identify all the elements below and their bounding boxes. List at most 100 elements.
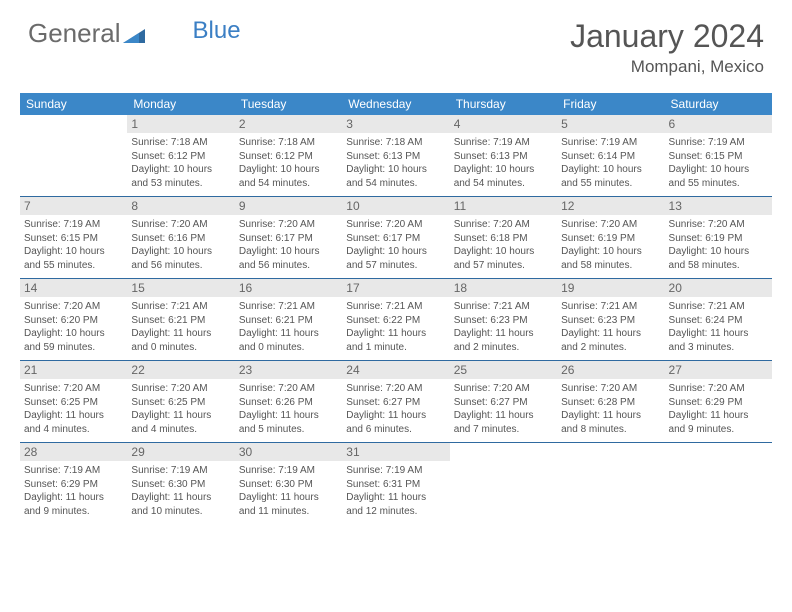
day-number: 27 xyxy=(665,361,772,379)
day-line-dl2: and 12 minutes. xyxy=(346,505,445,519)
calendar-row: 28Sunrise: 7:19 AMSunset: 6:29 PMDayligh… xyxy=(20,443,772,525)
day-number: 30 xyxy=(235,443,342,461)
day-line-dl1: Daylight: 10 hours xyxy=(346,163,445,177)
logo-text-blue: Blue xyxy=(193,17,241,45)
day-line-set: Sunset: 6:21 PM xyxy=(131,314,230,328)
day-number: 29 xyxy=(127,443,234,461)
day-number: 16 xyxy=(235,279,342,297)
day-number: 24 xyxy=(342,361,449,379)
calendar-cell: 25Sunrise: 7:20 AMSunset: 6:27 PMDayligh… xyxy=(450,361,557,443)
day-body: Sunrise: 7:21 AMSunset: 6:21 PMDaylight:… xyxy=(235,297,342,360)
day-line-dl2: and 57 minutes. xyxy=(346,259,445,273)
dow-header: Monday xyxy=(127,93,234,115)
day-line-set: Sunset: 6:20 PM xyxy=(24,314,123,328)
day-line-dl2: and 54 minutes. xyxy=(346,177,445,191)
day-line-dl2: and 54 minutes. xyxy=(454,177,553,191)
day-line-dl1: Daylight: 10 hours xyxy=(239,245,338,259)
month-title: January 2024 xyxy=(570,18,764,55)
day-body: Sunrise: 7:18 AMSunset: 6:13 PMDaylight:… xyxy=(342,133,449,196)
calendar-cell: 31Sunrise: 7:19 AMSunset: 6:31 PMDayligh… xyxy=(342,443,449,525)
day-line-dl2: and 8 minutes. xyxy=(561,423,660,437)
day-number: 11 xyxy=(450,197,557,215)
day-body: Sunrise: 7:20 AMSunset: 6:19 PMDaylight:… xyxy=(665,215,772,278)
day-number: 14 xyxy=(20,279,127,297)
day-line-dl1: Daylight: 11 hours xyxy=(669,409,768,423)
calendar-cell xyxy=(20,115,127,197)
day-line-rise: Sunrise: 7:20 AM xyxy=(239,382,338,396)
day-line-set: Sunset: 6:23 PM xyxy=(561,314,660,328)
day-body: Sunrise: 7:19 AMSunset: 6:15 PMDaylight:… xyxy=(665,133,772,196)
day-line-dl2: and 2 minutes. xyxy=(454,341,553,355)
day-line-rise: Sunrise: 7:20 AM xyxy=(346,218,445,232)
day-line-dl2: and 3 minutes. xyxy=(669,341,768,355)
calendar-body: 1Sunrise: 7:18 AMSunset: 6:12 PMDaylight… xyxy=(20,115,772,524)
day-line-dl1: Daylight: 11 hours xyxy=(561,409,660,423)
day-number: 31 xyxy=(342,443,449,461)
day-body: Sunrise: 7:20 AMSunset: 6:17 PMDaylight:… xyxy=(235,215,342,278)
day-body: Sunrise: 7:20 AMSunset: 6:20 PMDaylight:… xyxy=(20,297,127,360)
title-block: January 2024 Mompani, Mexico xyxy=(570,18,764,77)
day-line-dl1: Daylight: 11 hours xyxy=(24,409,123,423)
day-line-set: Sunset: 6:19 PM xyxy=(669,232,768,246)
day-line-dl2: and 4 minutes. xyxy=(131,423,230,437)
day-line-set: Sunset: 6:25 PM xyxy=(24,396,123,410)
day-body: Sunrise: 7:20 AMSunset: 6:27 PMDaylight:… xyxy=(450,379,557,442)
day-number: 8 xyxy=(127,197,234,215)
day-line-rise: Sunrise: 7:21 AM xyxy=(239,300,338,314)
calendar-row: 21Sunrise: 7:20 AMSunset: 6:25 PMDayligh… xyxy=(20,361,772,443)
day-number: 25 xyxy=(450,361,557,379)
calendar-cell: 4Sunrise: 7:19 AMSunset: 6:13 PMDaylight… xyxy=(450,115,557,197)
day-line-dl2: and 10 minutes. xyxy=(131,505,230,519)
day-number: 21 xyxy=(20,361,127,379)
day-line-dl2: and 4 minutes. xyxy=(24,423,123,437)
calendar-cell: 21Sunrise: 7:20 AMSunset: 6:25 PMDayligh… xyxy=(20,361,127,443)
day-line-dl2: and 57 minutes. xyxy=(454,259,553,273)
day-body: Sunrise: 7:20 AMSunset: 6:25 PMDaylight:… xyxy=(127,379,234,442)
day-line-rise: Sunrise: 7:20 AM xyxy=(669,218,768,232)
calendar-cell: 14Sunrise: 7:20 AMSunset: 6:20 PMDayligh… xyxy=(20,279,127,361)
day-line-dl1: Daylight: 11 hours xyxy=(239,409,338,423)
day-body: Sunrise: 7:20 AMSunset: 6:25 PMDaylight:… xyxy=(20,379,127,442)
day-line-dl1: Daylight: 10 hours xyxy=(131,163,230,177)
calendar-cell: 29Sunrise: 7:19 AMSunset: 6:30 PMDayligh… xyxy=(127,443,234,525)
day-body: Sunrise: 7:21 AMSunset: 6:21 PMDaylight:… xyxy=(127,297,234,360)
day-line-rise: Sunrise: 7:20 AM xyxy=(454,218,553,232)
day-line-dl1: Daylight: 11 hours xyxy=(669,327,768,341)
day-line-set: Sunset: 6:12 PM xyxy=(239,150,338,164)
day-line-dl1: Daylight: 10 hours xyxy=(561,163,660,177)
logo-text-general: General xyxy=(28,18,121,49)
day-body: Sunrise: 7:20 AMSunset: 6:27 PMDaylight:… xyxy=(342,379,449,442)
day-line-set: Sunset: 6:30 PM xyxy=(239,478,338,492)
day-line-rise: Sunrise: 7:21 AM xyxy=(561,300,660,314)
day-body: Sunrise: 7:19 AMSunset: 6:29 PMDaylight:… xyxy=(20,461,127,524)
day-line-set: Sunset: 6:13 PM xyxy=(454,150,553,164)
day-line-rise: Sunrise: 7:19 AM xyxy=(454,136,553,150)
day-line-dl1: Daylight: 10 hours xyxy=(24,245,123,259)
day-line-dl2: and 7 minutes. xyxy=(454,423,553,437)
day-number: 1 xyxy=(127,115,234,133)
day-line-dl2: and 53 minutes. xyxy=(131,177,230,191)
day-line-set: Sunset: 6:14 PM xyxy=(561,150,660,164)
calendar-cell: 22Sunrise: 7:20 AMSunset: 6:25 PMDayligh… xyxy=(127,361,234,443)
day-line-dl1: Daylight: 10 hours xyxy=(669,245,768,259)
calendar-cell: 18Sunrise: 7:21 AMSunset: 6:23 PMDayligh… xyxy=(450,279,557,361)
day-line-set: Sunset: 6:13 PM xyxy=(346,150,445,164)
day-line-set: Sunset: 6:16 PM xyxy=(131,232,230,246)
day-body: Sunrise: 7:21 AMSunset: 6:23 PMDaylight:… xyxy=(450,297,557,360)
day-line-dl1: Daylight: 11 hours xyxy=(454,327,553,341)
day-number: 13 xyxy=(665,197,772,215)
day-line-dl2: and 11 minutes. xyxy=(239,505,338,519)
calendar-cell: 20Sunrise: 7:21 AMSunset: 6:24 PMDayligh… xyxy=(665,279,772,361)
day-line-rise: Sunrise: 7:20 AM xyxy=(131,218,230,232)
calendar-cell xyxy=(665,443,772,525)
day-line-rise: Sunrise: 7:19 AM xyxy=(239,464,338,478)
day-line-rise: Sunrise: 7:18 AM xyxy=(239,136,338,150)
day-line-dl1: Daylight: 10 hours xyxy=(669,163,768,177)
day-number: 3 xyxy=(342,115,449,133)
calendar-cell: 8Sunrise: 7:20 AMSunset: 6:16 PMDaylight… xyxy=(127,197,234,279)
day-body: Sunrise: 7:18 AMSunset: 6:12 PMDaylight:… xyxy=(235,133,342,196)
day-line-rise: Sunrise: 7:21 AM xyxy=(131,300,230,314)
day-line-set: Sunset: 6:31 PM xyxy=(346,478,445,492)
calendar-head: SundayMondayTuesdayWednesdayThursdayFrid… xyxy=(20,93,772,115)
day-line-set: Sunset: 6:27 PM xyxy=(454,396,553,410)
